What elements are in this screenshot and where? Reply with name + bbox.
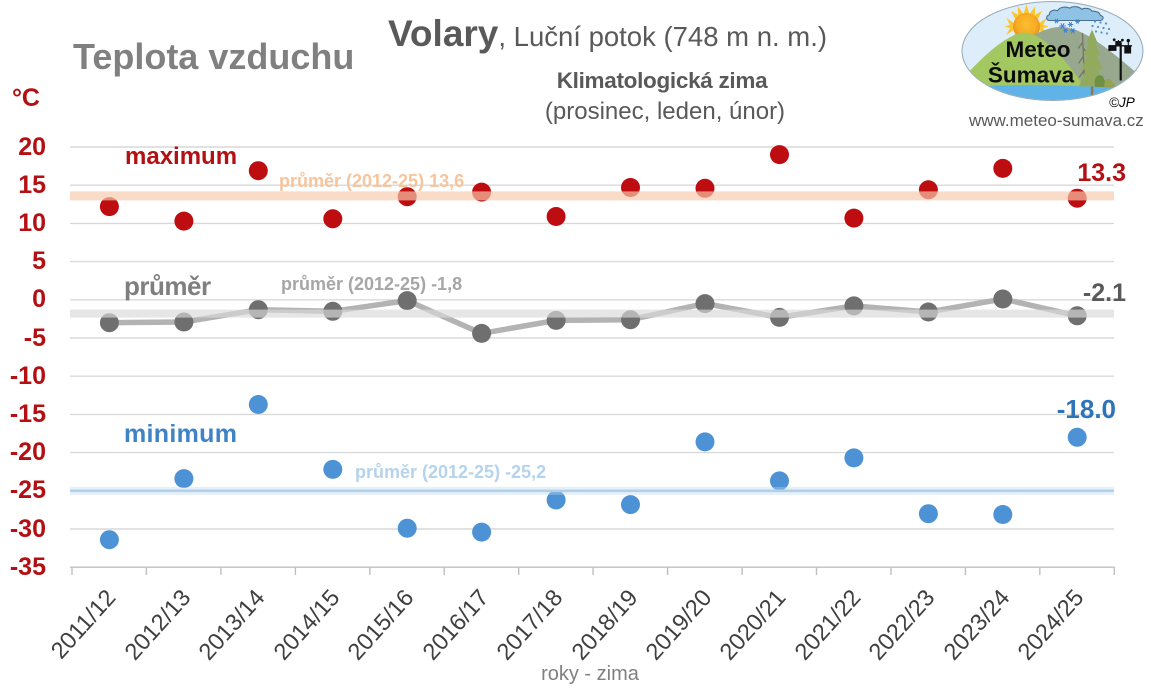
svg-text:Meteo: Meteo [1005, 37, 1070, 62]
svg-text:Šumava: Šumava [988, 63, 1075, 88]
